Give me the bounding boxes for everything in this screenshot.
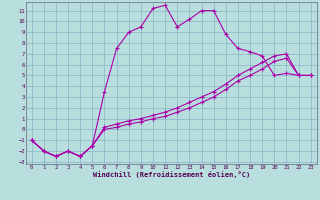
X-axis label: Windchill (Refroidissement éolien,°C): Windchill (Refroidissement éolien,°C) xyxy=(92,171,250,178)
